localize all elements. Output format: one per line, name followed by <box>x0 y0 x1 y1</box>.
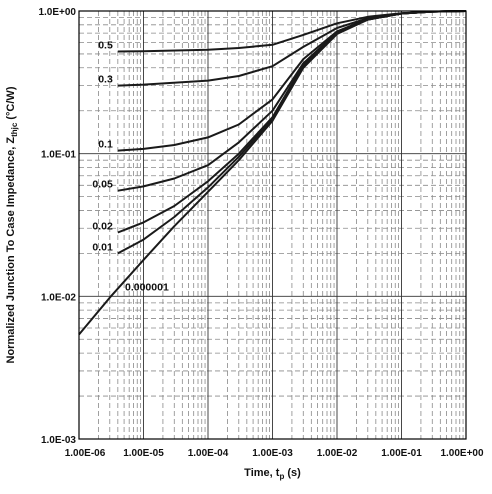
x-axis-title-unit: (s) <box>284 467 301 479</box>
series-label: 0.02 <box>92 221 113 233</box>
x-tick-label: 1.00E-03 <box>252 448 293 459</box>
y-axis-title-main: Normalized Junction To Case Impedance, Z <box>5 137 17 364</box>
x-tick-label: 1.00E-02 <box>317 448 358 459</box>
x-tick-label: 1.00E-01 <box>381 448 422 459</box>
x-tick-label: 1.00E-06 <box>65 448 106 459</box>
x-tick-label: 1.00E+00 <box>440 448 484 459</box>
y-axis-title: Normalized Junction To Case Impedance, Z… <box>5 86 19 363</box>
y-axis-title-sub: thjc <box>10 122 19 137</box>
y-tick-label: 1.0E+00 <box>38 7 76 18</box>
x-axis-title: Time, tp (s) <box>244 467 301 481</box>
plot-frame <box>78 10 467 440</box>
series-label: 0.000001 <box>125 282 169 294</box>
series-label: 0.05 <box>92 179 113 191</box>
y-tick-label: 1.0E-03 <box>41 435 76 446</box>
y-tick-label: 1.0E-02 <box>41 292 76 303</box>
x-tick-labels: 1.00E-06 1.00E-05 1.00E-04 1.00E-03 1.00E-02… <box>65 448 484 459</box>
series-label: 0.3 <box>98 74 113 86</box>
x-tick-label: 1.00E-04 <box>188 448 229 459</box>
y-tick-labels: 1.0E+00 1.0E-01 1.0E-02 1.0E-03 <box>38 7 76 446</box>
series-label: 0.1 <box>98 139 113 151</box>
y-tick-label: 1.0E-01 <box>41 150 76 161</box>
series-labels: 0.5 0.3 0.1 0.05 0.02 0.01 0.000001 <box>92 40 169 294</box>
series-label: 0.01 <box>92 241 113 253</box>
x-axis-title-sub: p <box>279 472 284 481</box>
y-axis-title-unit: (°C/W) <box>5 86 17 123</box>
x-axis-title-main: Time, t <box>244 467 280 479</box>
x-tick-label: 1.00E-05 <box>123 448 164 459</box>
series-layer <box>78 10 467 336</box>
series-label: 0.5 <box>98 40 113 52</box>
series-line <box>78 10 467 336</box>
